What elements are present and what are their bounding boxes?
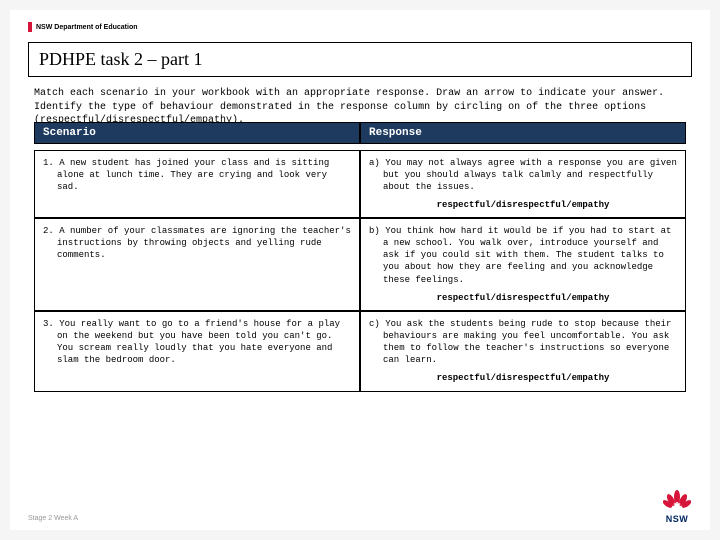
response-text: a) You may not always agree with a respo… — [369, 157, 677, 193]
department-header: NSW Department of Education — [28, 22, 692, 32]
options-label: respectful/disrespectful/empathy — [369, 292, 677, 304]
scenario-text: 2. A number of your classmates are ignor… — [43, 225, 351, 261]
response-text: c) You ask the students being rude to st… — [369, 318, 677, 367]
options-label: respectful/disrespectful/empathy — [369, 372, 677, 384]
title-box: PDHPE task 2 – part 1 — [28, 42, 692, 77]
table-row: 2. A number of your classmates are ignor… — [34, 218, 360, 311]
nsw-logo: NSW — [656, 482, 698, 524]
options-label: respectful/disrespectful/empathy — [369, 199, 677, 211]
table-row: b) You think how hard it would be if you… — [360, 218, 686, 311]
page-container: NSW Department of Education PDHPE task 2… — [10, 10, 710, 530]
table-row: a) You may not always agree with a respo… — [360, 150, 686, 219]
nsw-logo-text: NSW — [666, 514, 689, 524]
response-text: b) You think how hard it would be if you… — [369, 225, 677, 286]
table-row: 3. You really want to go to a friend's h… — [34, 311, 360, 392]
table-row: 1. A new student has joined your class a… — [34, 150, 360, 219]
scenario-table: Scenario Response 1. A new student has j… — [34, 128, 686, 392]
table-header-scenario: Scenario — [34, 122, 360, 144]
footer-text: Stage 2 Week A — [28, 515, 78, 522]
table-row: c) You ask the students being rude to st… — [360, 311, 686, 392]
accent-bar — [28, 22, 32, 32]
page-title: PDHPE task 2 – part 1 — [39, 49, 681, 70]
scenario-text: 3. You really want to go to a friend's h… — [43, 318, 351, 367]
department-name: NSW Department of Education — [36, 24, 138, 31]
scenario-text: 1. A new student has joined your class a… — [43, 157, 351, 193]
waratah-icon — [663, 489, 691, 513]
table-header-response: Response — [360, 122, 686, 144]
